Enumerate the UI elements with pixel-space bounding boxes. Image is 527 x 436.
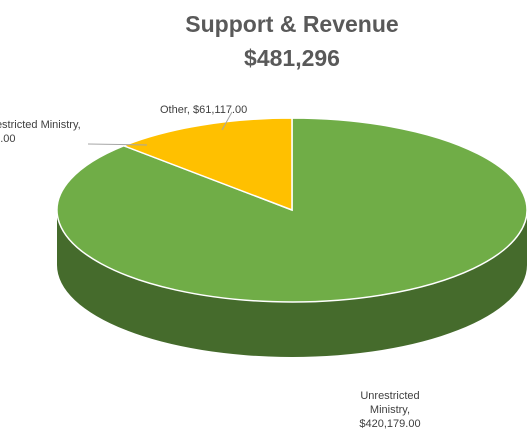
data-label: Unrestricted Ministry, $420,179.00 xyxy=(359,390,421,430)
pie-slice xyxy=(121,117,293,212)
data-label: Other, $61,117.00 xyxy=(160,104,248,116)
chart-title: Support & Revenue xyxy=(185,11,398,37)
pie-slice-side xyxy=(57,210,527,357)
data-label: Restricted Ministry, $0.00 xyxy=(0,119,81,145)
leader-line xyxy=(221,111,233,131)
leader-line xyxy=(87,143,148,146)
chart-subtitle: $481,296 xyxy=(244,45,340,71)
